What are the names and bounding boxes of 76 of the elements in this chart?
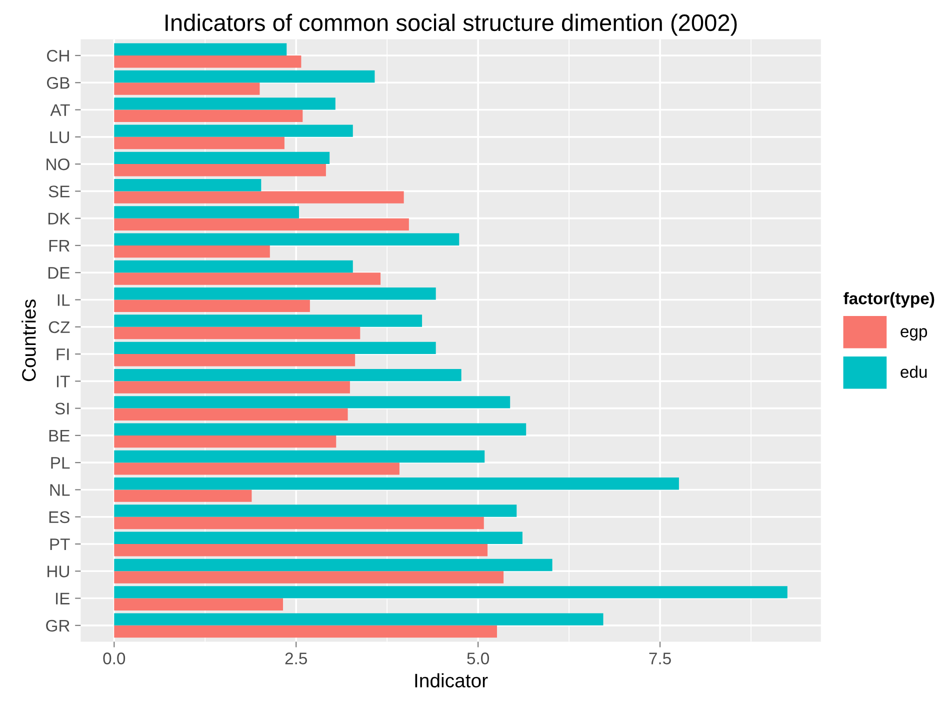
bar [114,450,485,463]
bar [114,43,287,56]
y-tick-label: IE [56,592,70,604]
y-tick-label: PT [50,538,70,550]
y-tick-label: NO [46,158,70,170]
y-tick-label: GB [47,77,70,89]
y-tick-label: CZ [48,321,70,334]
y-tick-label: GR [46,620,70,632]
bar [114,381,350,394]
bar [114,368,462,382]
bar [114,300,310,312]
bar [114,613,604,626]
bar [114,586,788,598]
bar [114,532,522,544]
y-tick-label: AT [50,104,70,116]
bar [114,124,353,137]
y-tick-label: FR [49,240,70,252]
bar [114,56,302,68]
bar [114,342,436,354]
y-tick-label: BE [49,430,70,442]
bar [114,288,436,300]
bar [114,191,404,204]
bar [114,260,353,273]
bar [114,326,360,340]
bar [114,218,409,231]
y-axis-title: Countries [22,300,36,382]
y-tick-label: IL [58,294,70,306]
bar [114,558,552,572]
y-tick-label: FI [56,348,69,360]
x-tick-label: 2.5 [285,652,307,664]
bar [114,598,284,610]
bar [114,82,260,95]
x-tick-label: 0.0 [103,652,126,664]
y-tick-label: SI [55,402,69,415]
x-tick-label: 5.0 [467,652,490,664]
bar [114,152,330,164]
legend-label: edu [900,366,927,378]
bar [114,571,504,584]
y-tick-label: PL [51,457,70,469]
bar [114,490,252,502]
y-tick-label: ES [49,511,70,524]
bar [114,164,326,176]
bar [114,70,375,83]
bar [114,478,679,490]
bar [114,98,336,110]
bar [114,136,284,150]
y-tick-label: SE [48,186,70,198]
bar [114,435,336,448]
bar [114,516,484,530]
bar [114,423,526,436]
bar [114,206,300,218]
bar [114,354,356,366]
y-tick-label: DK [48,212,70,224]
bar [114,544,488,556]
legend-title: factor(type) [844,292,934,308]
y-tick-label: NL [50,484,70,496]
bar [114,110,303,122]
bar [114,233,460,246]
y-tick-label: HU [48,566,69,578]
bar [114,245,270,258]
bar [114,314,422,327]
x-axis-title: Indicator [415,673,488,688]
x-tick-label: 7.5 [649,652,671,664]
legend-label: egp [900,328,928,341]
y-tick-label: DE [48,267,70,279]
bar [114,408,348,421]
y-tick-label: CH [47,50,69,62]
bar [114,272,381,285]
bar [114,504,517,517]
bar [114,396,510,408]
y-tick-label: LU [50,131,69,144]
bar [114,462,400,475]
bar [114,625,497,638]
bar [114,178,262,192]
y-tick-label: IT [56,376,70,388]
chart-title: Indicators of common social structure dimention (2002) [166,14,737,36]
